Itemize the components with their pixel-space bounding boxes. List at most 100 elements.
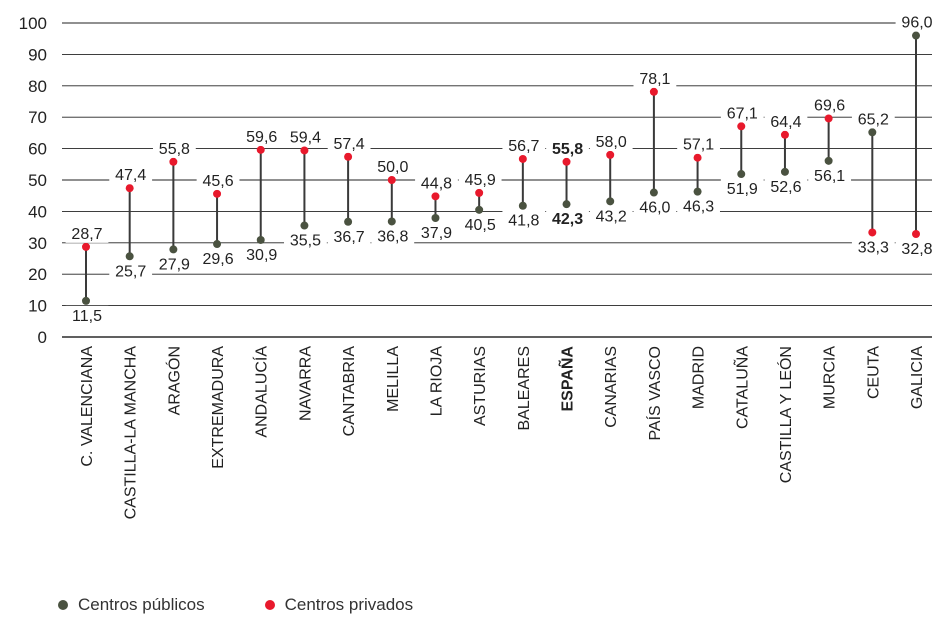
value-label-publicos-bg	[240, 244, 284, 264]
value-label-privados: 55,8	[152, 138, 196, 158]
value-label-privados: 45,9	[458, 169, 502, 189]
value-label-privados-text: 45,9	[465, 172, 496, 189]
value-label-privados: 28,7	[65, 223, 109, 243]
y-tick-label: 90	[28, 45, 47, 64]
point-privados	[649, 87, 658, 96]
value-label-publicos-bg	[808, 165, 852, 185]
legend-item-publicos: Centros públicos	[58, 595, 205, 615]
point-privados	[344, 152, 353, 161]
value-label-publicos: 43,2	[589, 206, 633, 226]
value-label-privados: 58,0	[589, 131, 633, 151]
value-label-privados-text: 58,0	[596, 134, 627, 151]
value-label-publicos: 11,5	[65, 305, 109, 325]
value-label-publicos-bg	[851, 109, 895, 129]
point-publicos	[344, 217, 353, 226]
value-label-privados: 56,7	[502, 135, 546, 155]
x-axis: C. VALENCIANA CASTILLA-LA MANCHA ARAGÓN EXT…	[79, 346, 926, 520]
point-privados	[737, 122, 746, 131]
value-label-publicos: 65,2	[851, 109, 895, 129]
legend-item-privados: Centros privados	[264, 595, 413, 615]
x-tick-label: CATALUÑA	[731, 346, 751, 429]
x-tick-label: NAVARRA	[297, 346, 314, 421]
value-label-publicos-bg	[284, 230, 327, 250]
x-tick-label: CASTILLA-LA MANCHA	[123, 346, 140, 520]
value-label-privados-text: 78,1	[639, 71, 670, 88]
legend-marker-publicos	[58, 600, 68, 610]
value-label-publicos-text: 25,7	[115, 263, 146, 280]
point-privados	[387, 176, 396, 184]
x-tick-label: MELILLA	[385, 346, 402, 412]
value-label-publicos-bg	[152, 254, 196, 274]
value-label-privados: 33,3	[851, 237, 895, 257]
value-label-publicos-bg	[196, 249, 240, 269]
value-label-publicos-bg	[502, 210, 546, 230]
value-label-publicos-bg	[371, 226, 415, 246]
y-axis: 0 10 20 30 40 50 60 70 80 90 100	[19, 14, 47, 347]
value-label-publicos-text: 11,5	[72, 308, 102, 325]
value-label-publicos-text: 37,9	[421, 225, 452, 242]
value-label-publicos: 25,7	[109, 261, 153, 281]
point-publicos	[649, 188, 658, 197]
value-label-privados: 67,1	[720, 103, 764, 123]
value-label-privados-bg	[327, 133, 371, 153]
point-privados	[518, 154, 527, 163]
value-label-privados: 55,8	[546, 138, 589, 158]
value-label-publicos: 56,1	[808, 165, 852, 185]
y-tick-label: 80	[28, 77, 47, 96]
y-tick-label: 70	[28, 108, 47, 127]
value-label-publicos-text: 35,5	[290, 233, 321, 250]
y-tick-label: 40	[28, 202, 47, 221]
value-label-privados-text: 56,7	[508, 138, 539, 155]
x-tick-label: GALICIA	[909, 346, 926, 409]
value-label-privados-text: 32,8	[901, 241, 932, 258]
value-label-publicos: 37,9	[415, 222, 458, 242]
value-label-publicos: 30,9	[240, 244, 284, 264]
value-label-publicos-bg	[895, 12, 939, 32]
value-label-privados: 59,4	[284, 127, 327, 147]
value-label-privados-bg	[196, 170, 240, 190]
value-label-privados-text: 45,6	[202, 173, 233, 190]
value-label-publicos-text: 42,3	[552, 211, 583, 228]
value-label-privados-text: 64,4	[770, 114, 801, 131]
value-label-privados-bg	[677, 134, 720, 154]
value-label-privados-text: 59,4	[290, 129, 321, 146]
value-label-publicos-text: 27,9	[159, 256, 190, 273]
y-tick-label: 20	[28, 265, 47, 284]
value-label-privados-text: 69,6	[814, 97, 845, 114]
point-publicos	[431, 213, 440, 222]
point-privados	[82, 242, 90, 251]
x-tick-label: CEUTA	[865, 346, 882, 399]
x-tick-label: C. VALENCIANA	[79, 346, 96, 467]
point-publicos	[475, 205, 484, 214]
value-label-publicos-text: 30,9	[246, 247, 277, 264]
value-label-privados-bg	[371, 157, 415, 176]
y-tick-label: 30	[28, 234, 47, 253]
point-privados	[868, 228, 877, 237]
point-publicos	[780, 167, 789, 176]
value-label-privados-bg	[720, 103, 764, 123]
value-label-publicos-text: 65,2	[858, 111, 889, 128]
x-tick-label: LA RIOJA	[428, 346, 445, 417]
value-label-privados-bg	[851, 237, 895, 257]
value-label-publicos: 96,0	[895, 12, 939, 32]
value-label-privados: 78,1	[633, 68, 677, 88]
value-label-publicos: 46,0	[633, 197, 677, 217]
value-label-publicos-text: 96,0	[901, 15, 932, 32]
y-tick-label: 100	[19, 14, 47, 33]
value-label-privados-bg	[458, 169, 502, 189]
value-label-privados-text: 50,0	[377, 159, 408, 176]
value-label-privados: 69,6	[808, 95, 852, 115]
x-tick-label: MURCIA	[822, 346, 839, 409]
point-publicos	[256, 235, 265, 244]
value-label-publicos-bg	[589, 206, 633, 226]
point-privados	[125, 184, 134, 193]
x-tick-label: PAÍS VASCO	[645, 346, 664, 441]
value-label-publicos-bg	[65, 305, 109, 325]
value-label-privados-text: 59,6	[246, 129, 277, 146]
point-publicos	[169, 245, 178, 254]
value-label-publicos: 36,8	[371, 226, 415, 246]
x-tick-label: EXTREMADURA	[210, 346, 227, 469]
x-tick-label: ASTURIAS	[472, 346, 489, 426]
value-label-publicos-text: 56,1	[814, 168, 845, 185]
x-tick-label: CASTILLA Y LEÓN	[776, 346, 795, 483]
